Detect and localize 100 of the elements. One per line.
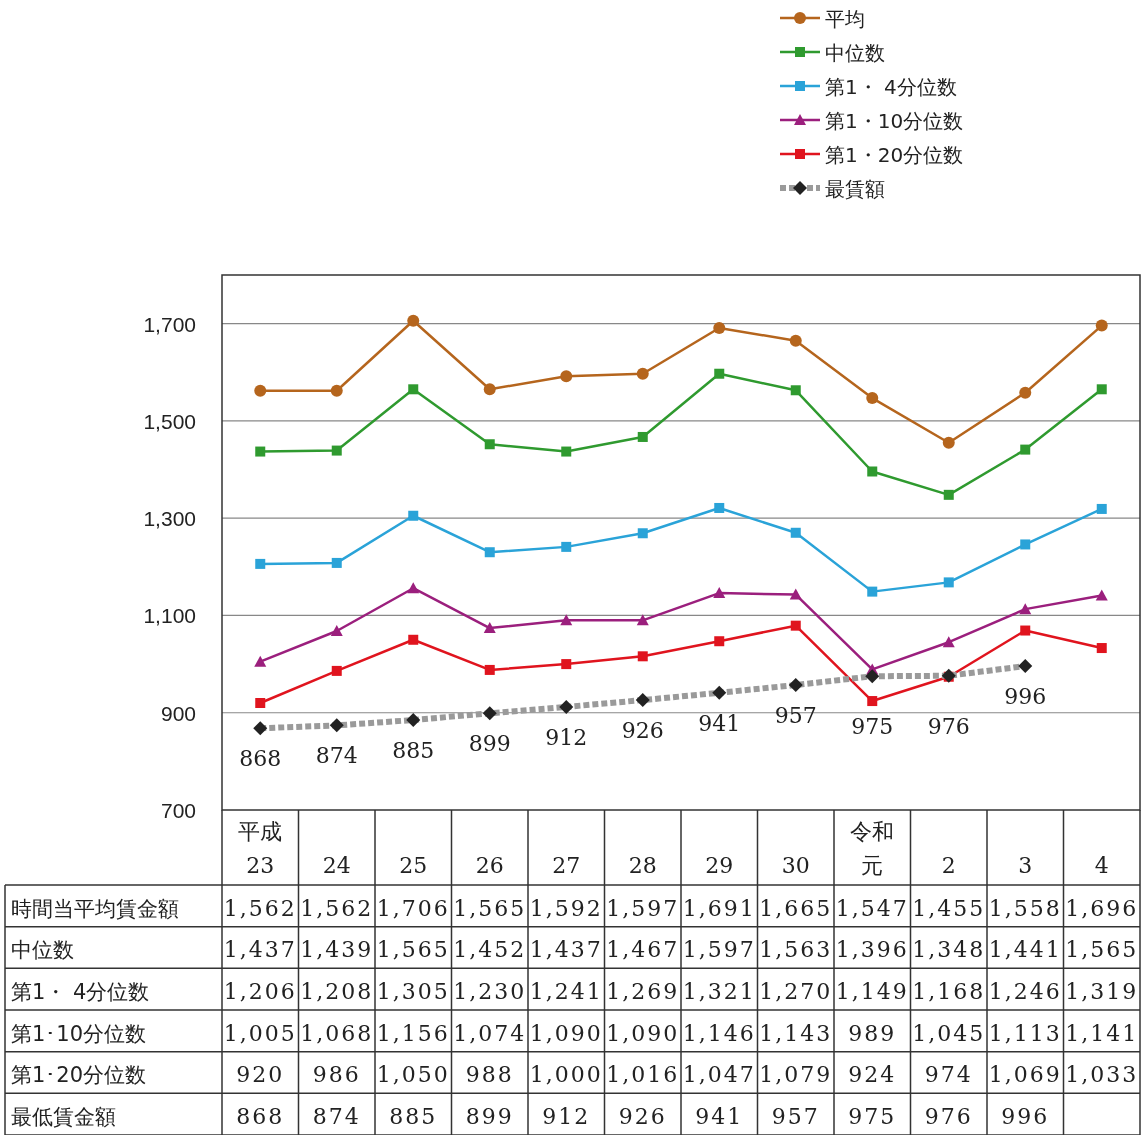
point	[714, 368, 725, 379]
data-label: 1,005	[223, 1020, 297, 1046]
data-label: 1,016	[606, 1062, 680, 1088]
point	[254, 655, 267, 667]
point	[943, 489, 954, 500]
text: 最低賃金額	[11, 1105, 116, 1129]
annotation: 868	[239, 746, 282, 772]
text: 時間当平均賃金額	[11, 896, 179, 921]
x-tick-label: 29	[705, 853, 734, 878]
point	[637, 651, 648, 662]
data-label: 912	[542, 1104, 591, 1129]
y-tick-label: 1,500	[143, 409, 196, 433]
point	[407, 582, 420, 594]
annotation: 926	[621, 718, 664, 744]
point	[406, 713, 421, 728]
annotation: 874	[315, 743, 358, 769]
point	[789, 334, 802, 347]
point	[408, 384, 419, 395]
point	[713, 322, 726, 335]
legend-label: 最賃額	[825, 177, 885, 201]
x-tick-label: 28	[628, 853, 657, 878]
data-label: 1,230	[453, 979, 527, 1004]
text: 第1･20分位数	[11, 1063, 147, 1088]
annotation: 957	[774, 703, 817, 728]
annotation: 941	[698, 710, 741, 736]
point	[1096, 643, 1107, 654]
point	[942, 636, 955, 648]
data-label: 1,565	[376, 937, 450, 963]
data-label: 926	[618, 1104, 667, 1129]
data-label: 1,033	[1065, 1062, 1139, 1088]
data-label: 1,597	[606, 895, 680, 921]
data-label: 1,269	[606, 979, 680, 1004]
data-label: 1,565	[1065, 937, 1139, 963]
point	[330, 625, 343, 637]
point	[637, 528, 648, 539]
y-tick-label: 1,700	[143, 312, 196, 336]
point	[561, 659, 572, 670]
data-label: 1,441	[988, 937, 1062, 963]
data-label: 899	[465, 1104, 514, 1129]
data-label: 1,696	[1065, 895, 1139, 921]
point	[637, 431, 648, 442]
data-label: 1,706	[376, 895, 450, 921]
annotation: 912	[545, 724, 588, 750]
data-label: 1,156	[376, 1020, 450, 1046]
x-tick-label: 2	[941, 853, 956, 878]
data-label: 868	[236, 1104, 285, 1129]
point	[714, 502, 725, 513]
data-label: 1,592	[529, 895, 603, 921]
point	[1018, 659, 1033, 674]
data-label: 1,143	[759, 1020, 833, 1046]
text: 第1・ 4分位数	[11, 980, 150, 1004]
x-tick-label: 平成23	[238, 819, 283, 878]
text: 中位数	[11, 938, 74, 963]
point	[561, 446, 572, 457]
data-label: 1,045	[912, 1020, 986, 1046]
point	[1020, 444, 1031, 455]
point	[790, 620, 801, 631]
x-tick-label: 令和元	[850, 819, 895, 878]
data-label: 1,439	[300, 937, 374, 963]
x-tick-label: 24	[322, 853, 351, 878]
point	[1020, 625, 1031, 636]
data-label: 1,597	[682, 937, 756, 963]
y-tick-label: 1,100	[143, 604, 196, 628]
point	[1019, 386, 1032, 399]
data-label: 1,565	[453, 895, 527, 921]
data-label: 957	[771, 1104, 820, 1129]
point	[867, 696, 878, 707]
data-label: 1,069	[988, 1062, 1062, 1088]
data-label: 976	[924, 1104, 973, 1129]
data-label: 885	[389, 1104, 438, 1129]
data-label: 920	[236, 1062, 285, 1088]
data-label: 1,113	[988, 1020, 1062, 1046]
data-label: 1,563	[759, 937, 833, 963]
annotation: 976	[927, 713, 970, 739]
legend-label: 中位数	[825, 41, 885, 65]
data-label: 1,149	[835, 979, 909, 1004]
data-label: 1,141	[1065, 1020, 1139, 1046]
annotation: 885	[392, 738, 435, 764]
data-label: 1,074	[453, 1020, 527, 1046]
point	[484, 547, 495, 558]
data-label: 1,270	[759, 979, 833, 1004]
point	[330, 384, 343, 397]
annotation: 975	[851, 714, 894, 740]
data-label: 1,090	[606, 1020, 680, 1046]
data-label: 1,437	[529, 937, 603, 963]
point	[1020, 539, 1031, 550]
point	[1096, 503, 1107, 514]
point	[635, 693, 650, 708]
annotation: 996	[1004, 684, 1047, 710]
point	[713, 587, 726, 599]
legend-label: 平均	[825, 7, 865, 31]
data-label: 1,305	[376, 979, 450, 1004]
data-label: 996	[1001, 1104, 1050, 1129]
point	[254, 384, 267, 397]
data-label: 1,208	[300, 979, 374, 1004]
point	[790, 385, 801, 396]
legend-label: 第1・10分位数	[825, 109, 964, 133]
data-label: 974	[924, 1062, 973, 1088]
point	[253, 721, 268, 736]
point	[865, 669, 880, 684]
